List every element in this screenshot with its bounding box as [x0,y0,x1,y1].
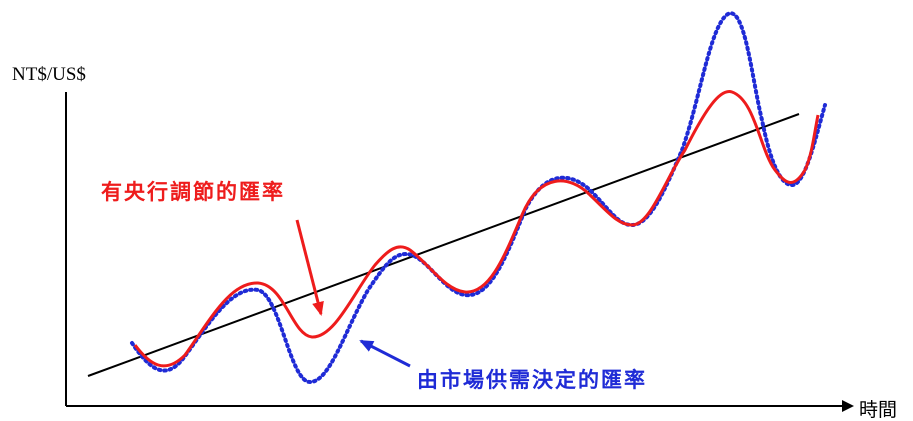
market-rate-annotation: 由市場供需決定的匯率 [417,368,647,392]
managed-rate-annotation: 有央行調節的匯率 [101,180,285,204]
market-rate-arrow [359,339,411,368]
market-rate-curve [130,11,827,385]
managed-rate-arrow [295,219,324,316]
managed-rate-curve [133,90,820,368]
y-axis-label: NT$/US$ [12,64,86,85]
x-axis-label: 時間 [859,399,897,421]
trend-line [87,113,800,377]
